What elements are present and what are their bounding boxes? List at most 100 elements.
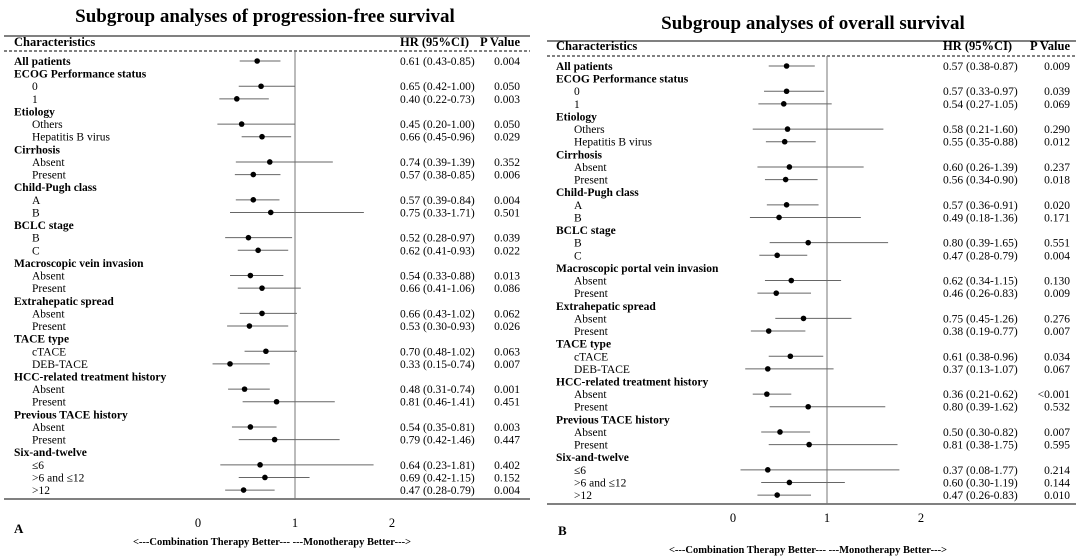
hr-ci-value: 0.54 (0.33-0.88)	[400, 271, 475, 283]
x-tick-label: 1	[824, 511, 830, 525]
subgroup-label: B	[574, 212, 582, 224]
subgroup-label: Present	[32, 397, 67, 409]
hr-ci-value: 0.58 (0.21-1.60)	[943, 124, 1018, 136]
subgroup-label: B	[32, 233, 40, 245]
subgroup-heading: HCC-related treatment history	[556, 377, 708, 389]
subgroup-heading: TACE type	[556, 339, 611, 351]
hr-ci-value: 0.66 (0.43-1.02)	[400, 308, 475, 320]
hr-point	[806, 441, 812, 448]
hr-point	[259, 133, 265, 140]
hr-ci-value: 0.40 (0.22-0.73)	[400, 94, 475, 106]
p-value: 0.006	[494, 170, 520, 182]
subgroup-label: DEB-TACE	[32, 359, 88, 371]
x-tick-label: 1	[292, 516, 298, 530]
subgroup-label: >12	[574, 490, 592, 502]
p-value: 0.501	[494, 207, 520, 219]
subgroup-label: ≤6	[574, 465, 586, 477]
hr-point	[250, 171, 257, 178]
hr-point	[783, 63, 790, 69]
p-value: 0.034	[1044, 351, 1070, 363]
hr-ci-value: 0.47 (0.28-0.79)	[400, 485, 475, 497]
hr-point	[765, 328, 772, 334]
subgroup-label: Others	[32, 119, 63, 131]
subgroup-heading: Child-Pugh class	[556, 187, 639, 199]
hr-ci-value: 0.47 (0.28-0.79)	[943, 250, 1018, 262]
hr-ci-value: 0.69 (0.42-1.15)	[400, 472, 475, 484]
panel-letter: B	[558, 523, 567, 538]
hr-ci-value: 0.60 (0.26-1.39)	[943, 162, 1018, 174]
p-value: 0.130	[1044, 276, 1070, 288]
subgroup-label: Present	[32, 283, 67, 295]
hr-ci-value: 0.54 (0.35-0.81)	[400, 422, 475, 434]
forest-plot-pfs: Subgroup analyses of progression-free su…	[0, 0, 530, 557]
hr-point	[255, 247, 261, 254]
hr-point	[259, 285, 265, 291]
hr-point	[250, 197, 257, 203]
column-header-hr: HR (95%CI)	[943, 39, 1012, 53]
p-value: 0.018	[1044, 175, 1070, 187]
hr-ci-value: 0.61 (0.43-0.85)	[400, 56, 475, 68]
subgroup-label: Absent	[32, 157, 65, 169]
hr-point	[234, 96, 240, 102]
chart-title: Subgroup analyses of overall survival	[661, 13, 965, 34]
hr-ci-value: 0.81 (0.46-1.41)	[400, 397, 475, 409]
p-value: 0.010	[1044, 490, 1070, 502]
hr-point	[241, 386, 248, 392]
hr-ci-value: 0.37 (0.08-1.77)	[943, 465, 1018, 477]
subgroup-label: B	[32, 207, 40, 219]
hr-point	[245, 234, 252, 241]
hr-point	[273, 398, 280, 405]
hr-ci-value: 0.79 (0.42-1.46)	[400, 435, 475, 447]
hr-point	[777, 429, 783, 435]
p-value: 0.003	[494, 422, 520, 434]
x-axis-label: <---Combination Therapy Better--- ---Mon…	[133, 537, 411, 548]
subgroup-label: Hepatitis B virus	[32, 132, 110, 144]
p-value: 0.171	[1044, 212, 1070, 224]
p-value: 0.144	[1044, 477, 1070, 489]
p-value: 0.029	[494, 132, 520, 144]
subgroup-label: Absent	[574, 276, 607, 288]
p-value: 0.020	[1044, 200, 1070, 212]
hr-ci-value: 0.70 (0.48-1.02)	[400, 346, 475, 358]
subgroup-label: Absent	[574, 427, 607, 439]
hr-point	[266, 159, 273, 165]
hr-ci-value: 0.81 (0.38-1.75)	[943, 440, 1018, 452]
subgroup-heading: TACE type	[14, 334, 69, 346]
subgroup-label: Present	[32, 170, 67, 182]
column-header-p-value: P Value	[1030, 39, 1070, 53]
x-axis-label: <---Combination Therapy Better--- ---Mon…	[669, 545, 947, 556]
subgroup-heading: HCC-related treatment history	[14, 372, 166, 384]
subgroup-label: Present	[574, 440, 609, 452]
hr-point	[787, 353, 794, 360]
subgroup-label: C	[32, 245, 40, 257]
hr-ci-value: 0.48 (0.31-0.74)	[400, 384, 475, 396]
p-value: 0.551	[1044, 238, 1070, 250]
subgroup-label: 1	[574, 99, 580, 111]
hr-ci-value: 0.75 (0.45-1.26)	[943, 313, 1018, 325]
p-value: 0.237	[1044, 162, 1070, 174]
p-value: 0.050	[494, 119, 520, 131]
subgroup-label: Absent	[32, 271, 65, 283]
column-header-characteristics: Characteristics	[14, 35, 95, 49]
hr-ci-value: 0.62 (0.34-1.15)	[943, 276, 1018, 288]
p-value: 0.069	[1044, 99, 1070, 111]
p-value: 0.007	[494, 359, 520, 371]
hr-point	[258, 83, 264, 90]
p-value: 0.152	[494, 472, 520, 484]
hr-point	[805, 239, 811, 246]
subgroup-heading: All patients	[556, 61, 613, 73]
hr-ci-value: 0.49 (0.18-1.36)	[943, 212, 1018, 224]
panel-letter: A	[14, 521, 24, 536]
hr-point	[776, 214, 782, 221]
hr-ci-value: 0.33 (0.15-0.74)	[400, 359, 475, 371]
p-value: 0.447	[494, 435, 520, 447]
hr-ci-value: 0.54 (0.27-1.05)	[943, 99, 1018, 111]
subgroup-label: Hepatitis B virus	[574, 137, 652, 149]
hr-point	[784, 126, 791, 132]
forest-plot-os: Subgroup analyses of overall survival Cha…	[543, 0, 1080, 557]
hr-ci-value: 0.38 (0.19-0.77)	[943, 326, 1018, 338]
p-value: 0.063	[494, 346, 520, 358]
x-tick-label: 0	[730, 511, 736, 525]
p-value: 0.039	[1044, 86, 1070, 98]
hr-point	[783, 202, 790, 208]
